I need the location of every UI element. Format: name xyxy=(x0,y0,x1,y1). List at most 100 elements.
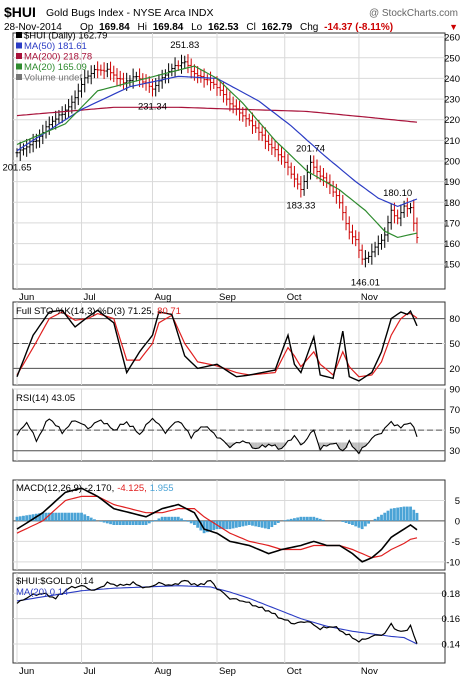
macd-histogram-bar xyxy=(76,512,80,521)
chart-header: $HUI Gold Bugs Index - NYSE Arca INDX @ … xyxy=(4,4,458,33)
rsi-y-tick-label: 30 xyxy=(449,446,460,457)
legend-entry: -4.125, xyxy=(117,483,147,494)
macd-histogram-bar xyxy=(44,512,48,521)
rsi-legend: RSI(14) 43.05 xyxy=(16,393,75,404)
macd-histogram-bar xyxy=(267,520,271,530)
rsi-y-tick-label: 70 xyxy=(449,405,460,416)
macd-histogram-bar xyxy=(22,515,25,521)
rsi-low-fill xyxy=(273,442,277,445)
macd-panel: -10 -5 0 5 MACD(12,26,9) -2.170, -4.125, 1.955 xyxy=(12,479,460,571)
macd-histogram-bar xyxy=(357,520,361,528)
macd-y-tick-label: 5 xyxy=(455,496,460,507)
macd-histogram-bar xyxy=(63,512,67,521)
rsi-low-fill xyxy=(276,442,280,450)
macd-histogram-bar xyxy=(373,518,377,521)
macd-histogram-bar xyxy=(393,508,396,521)
macd-histogram-bar xyxy=(115,520,119,525)
macd-histogram-bar xyxy=(315,517,319,521)
price-y-tick-label: 220 xyxy=(444,115,460,126)
ratio-y-tick-label: 0.16 xyxy=(442,614,461,625)
macd-histogram-bar xyxy=(189,520,193,524)
macd-histogram-bar xyxy=(54,512,58,521)
price-annotation: 183.33 xyxy=(286,200,315,211)
macd-histogram-bar xyxy=(196,520,200,528)
x-month-label: Aug xyxy=(154,666,171,677)
rsi-low-fill xyxy=(350,442,355,447)
macd-histogram-bar xyxy=(363,520,367,527)
stochastic-legend: Full STO %K(14,3) %D(3) 71.25, 80.71 xyxy=(16,306,181,317)
macd-histogram-bar xyxy=(347,520,351,524)
macd-histogram-bar xyxy=(209,520,212,532)
hi-label: Hi xyxy=(138,22,147,33)
macd-histogram-bar xyxy=(128,520,132,525)
ratio-panel: 0.14 0.16 0.18 Jun Jul Aug Sep Oct Nov $HUI:$GOLD… xyxy=(12,572,461,677)
macd-histogram-bar xyxy=(102,520,106,523)
chg-value: -14.37 (-8.11%) xyxy=(324,22,393,33)
macd-histogram-bar xyxy=(354,520,358,527)
macd-histogram-bar xyxy=(57,512,61,521)
stochastic-panel: 20 50 80 Full STO %K(14,3) %D(3) 71.25, 80.7… xyxy=(12,301,460,386)
macd-histogram-bar xyxy=(409,506,412,521)
rsi-low-fill xyxy=(354,442,358,450)
x-month-label: Nov xyxy=(361,666,378,677)
macd-histogram-bar xyxy=(38,513,41,521)
macd-histogram-bar xyxy=(199,520,203,531)
macd-histogram-bar xyxy=(186,520,190,522)
x-month-label: Jul xyxy=(84,666,96,677)
rsi-low-fill xyxy=(279,442,284,449)
macd-histogram-bar xyxy=(83,514,87,521)
macd-histogram-bar xyxy=(293,518,296,521)
macd-histogram-bar xyxy=(276,520,280,523)
macd-histogram-bar xyxy=(47,512,51,521)
macd-histogram-bar xyxy=(283,520,287,521)
macd-histogram-bar xyxy=(118,520,122,525)
rsi-low-fill xyxy=(257,442,261,448)
macd-histogram-bar xyxy=(212,520,216,531)
macd-histogram-bar xyxy=(351,520,354,525)
macd-histogram-bar xyxy=(412,509,416,521)
macd-legend: MACD(12,26,9) -2.170, -4.125, 1.955 xyxy=(16,483,174,494)
rsi-low-fill xyxy=(321,442,326,446)
macd-histogram-bar xyxy=(170,516,174,521)
rsi-low-fill xyxy=(283,442,287,446)
macd-histogram-bar xyxy=(380,514,383,521)
op-value: 169.84 xyxy=(99,22,130,33)
x-month-label: Jul xyxy=(84,292,96,303)
macd-histogram-bar xyxy=(263,520,267,529)
price-y-tick-label: 260 xyxy=(444,33,460,44)
macd-histogram-bar xyxy=(15,516,19,521)
stochastic-k-line xyxy=(16,309,418,382)
macd-histogram-bar xyxy=(341,520,345,522)
chart-date: 28-Nov-2014 xyxy=(4,22,62,33)
macd-histogram-bar xyxy=(344,520,348,523)
legend-entry: 1.955 xyxy=(150,483,174,494)
macd-histogram-bar xyxy=(238,520,241,528)
macd-histogram-bar xyxy=(360,520,364,530)
macd-histogram-bar xyxy=(93,519,96,521)
rsi-low-fill xyxy=(331,442,335,444)
legend-swatch xyxy=(16,63,22,70)
macd-signal-line xyxy=(16,495,418,559)
rsi-low-fill xyxy=(325,442,329,447)
price-annotation: 180.10 xyxy=(383,188,412,199)
rsi-low-fill xyxy=(260,442,264,445)
price-y-tick-label: 200 xyxy=(444,157,460,168)
macd-histogram-bar xyxy=(376,516,380,521)
rsi-low-fill xyxy=(263,442,267,448)
macd-histogram-bar xyxy=(247,520,251,525)
macd-histogram-bar xyxy=(109,520,112,525)
rsi-low-fill xyxy=(328,442,332,445)
macd-histogram-bar xyxy=(193,520,196,525)
x-month-label: Aug xyxy=(154,292,171,303)
chg-down-arrow-icon: ▼ xyxy=(449,22,458,32)
macd-y-tick-label: -10 xyxy=(446,557,460,568)
macd-histogram-bar xyxy=(163,516,167,521)
macd-histogram-bar xyxy=(244,520,248,526)
macd-histogram-bar xyxy=(405,506,409,521)
price-y-tick-label: 180 xyxy=(444,198,460,209)
macd-histogram-bar xyxy=(60,512,64,521)
lo-label: Lo xyxy=(191,22,203,33)
legend-entry: MACD(12,26,9) -2.170, xyxy=(16,483,114,494)
macd-histogram-bar xyxy=(51,512,54,521)
rsi-low-fill xyxy=(357,442,361,454)
